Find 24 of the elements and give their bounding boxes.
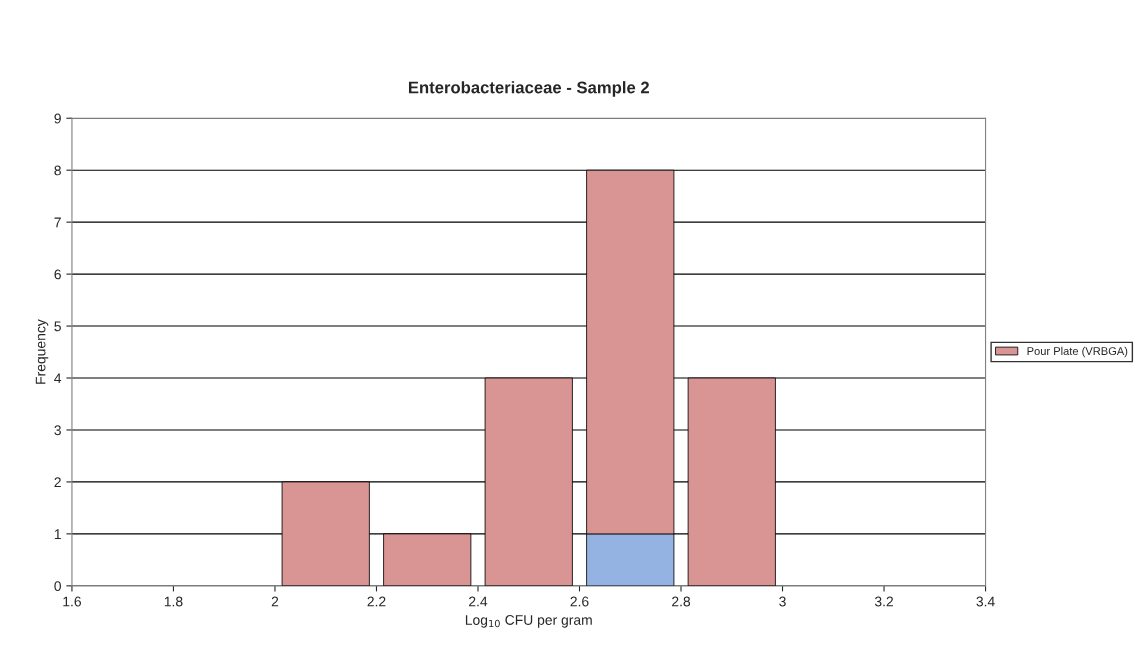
y-tick-label: 7 — [54, 217, 61, 228]
y-tick-label: 5 — [54, 321, 61, 332]
y-tick-label: 9 — [54, 113, 61, 124]
x-tick-label: 1.6 — [63, 596, 81, 607]
x-tick-label: 2.8 — [672, 596, 691, 607]
y-tick-label: 3 — [54, 425, 61, 436]
y-tick-label: 1 — [54, 529, 61, 539]
x-tick-label: 3 — [779, 596, 786, 607]
y-tick-label: 0 — [54, 581, 61, 592]
y-tick-label: 2 — [54, 477, 61, 487]
x-tick-label: 3.4 — [976, 596, 995, 607]
y-tick-label: 6 — [54, 269, 61, 280]
x-tick-label: 2.4 — [469, 596, 488, 607]
x-tick-label: 3.2 — [874, 596, 893, 607]
legend-label: Pour Plate (VRBGA) — [1027, 346, 1128, 358]
x-tick-label: 1.8 — [164, 596, 183, 607]
x-tick-label: 2 — [271, 596, 279, 607]
x-tick-label: 2.6 — [570, 596, 589, 607]
y-tick-label: 8 — [54, 165, 61, 176]
y-tick-label: 4 — [54, 373, 62, 384]
x-tick-label: 2.2 — [367, 596, 386, 607]
chart-title: Enterobacteriaceae - Sample 2 — [408, 81, 649, 97]
y-axis-title: Frequency — [35, 319, 49, 384]
x-axis-title: Log$_{10}$ CFU per gram — [465, 615, 592, 628]
